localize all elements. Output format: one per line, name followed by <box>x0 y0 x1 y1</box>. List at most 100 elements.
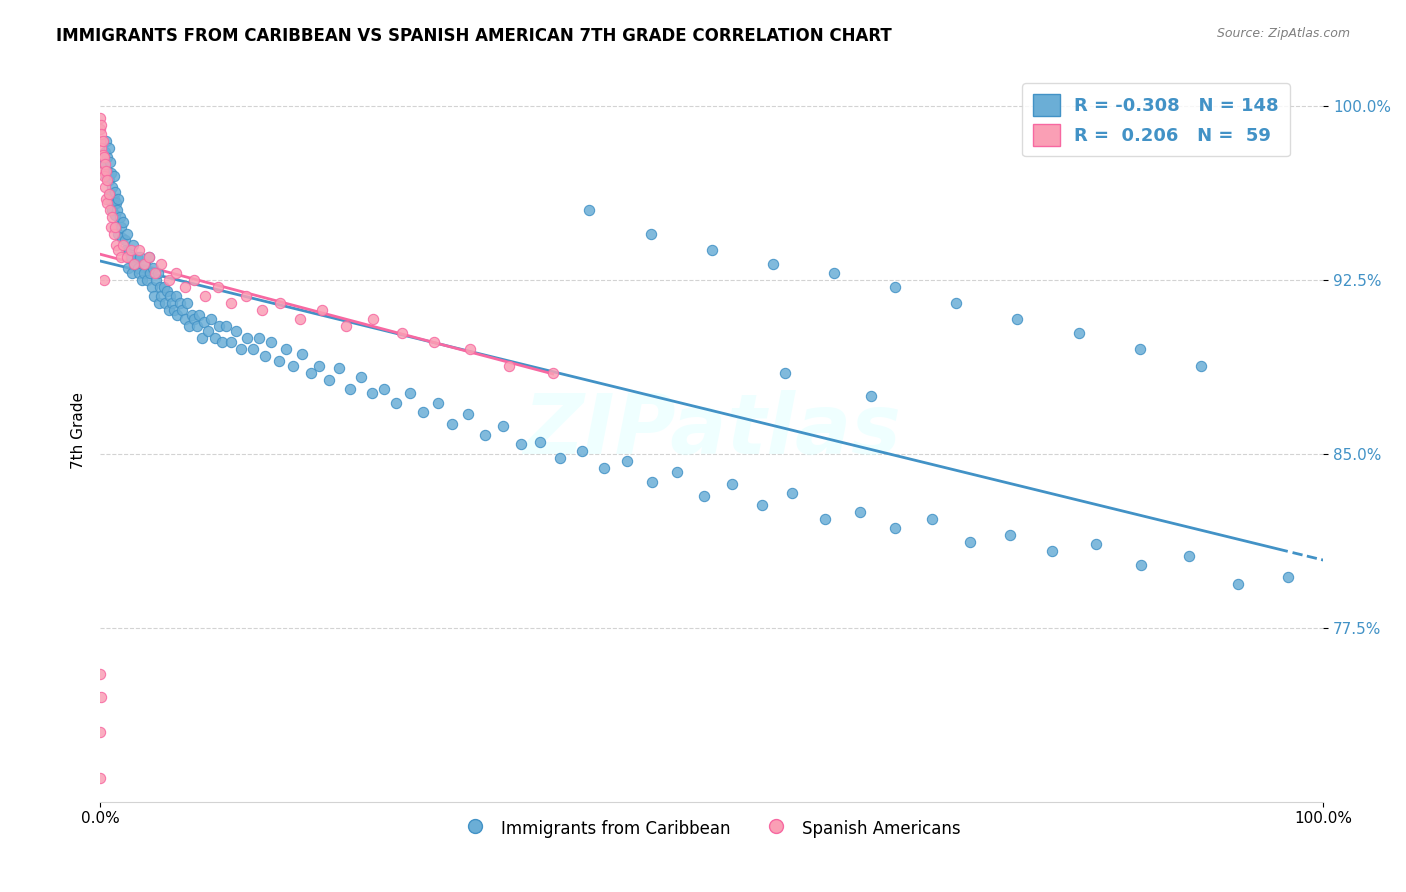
Point <box>107 227 129 241</box>
Point <box>1129 343 1152 357</box>
Point <box>945 296 967 310</box>
Point <box>267 354 290 368</box>
Point <box>105 238 128 252</box>
Point <box>180 308 202 322</box>
Point <box>541 366 564 380</box>
Point <box>247 331 270 345</box>
Point <box>782 486 804 500</box>
Point <box>200 312 222 326</box>
Point <box>89 122 111 136</box>
Point <box>219 296 242 310</box>
Point <box>108 211 131 225</box>
Point <box>173 280 195 294</box>
Point <box>640 227 662 241</box>
Point <box>114 243 136 257</box>
Point <box>176 296 198 310</box>
Point <box>124 257 146 271</box>
Point <box>96 164 118 178</box>
Point <box>921 511 943 525</box>
Point <box>423 335 446 350</box>
Point <box>96 196 118 211</box>
Point <box>91 134 114 148</box>
Point <box>260 335 283 350</box>
Point <box>498 359 520 373</box>
Point <box>548 451 571 466</box>
Point <box>1084 537 1107 551</box>
Point <box>104 185 127 199</box>
Point <box>90 127 112 141</box>
Point <box>142 261 165 276</box>
Point <box>291 347 314 361</box>
Point <box>105 196 128 211</box>
Point <box>100 166 122 180</box>
Point <box>884 280 907 294</box>
Point <box>107 192 129 206</box>
Point <box>115 250 138 264</box>
Point <box>751 498 773 512</box>
Point <box>93 150 115 164</box>
Point <box>93 169 115 183</box>
Point <box>165 266 187 280</box>
Point <box>98 187 121 202</box>
Point <box>138 250 160 264</box>
Point <box>1177 549 1199 563</box>
Point <box>773 366 796 380</box>
Point <box>127 261 149 276</box>
Point <box>179 319 201 334</box>
Point <box>96 164 118 178</box>
Point <box>269 296 291 310</box>
Point <box>97 173 120 187</box>
Point <box>157 303 180 318</box>
Point <box>103 227 125 241</box>
Point <box>93 273 115 287</box>
Point <box>165 289 187 303</box>
Point <box>236 331 259 345</box>
Point <box>509 437 531 451</box>
Point <box>215 319 238 334</box>
Point <box>1277 569 1299 583</box>
Point <box>104 208 127 222</box>
Point <box>150 257 173 271</box>
Point <box>1189 359 1212 373</box>
Point <box>188 308 211 322</box>
Point <box>225 324 247 338</box>
Point <box>91 147 114 161</box>
Point <box>571 444 593 458</box>
Point <box>148 296 170 310</box>
Point <box>128 243 150 257</box>
Point <box>135 273 157 287</box>
Point <box>94 157 117 171</box>
Point <box>156 285 179 299</box>
Point <box>96 192 118 206</box>
Point <box>335 319 357 334</box>
Point <box>111 231 134 245</box>
Point <box>152 280 174 294</box>
Point <box>350 370 373 384</box>
Point <box>96 150 118 164</box>
Point <box>89 111 111 125</box>
Point <box>142 289 165 303</box>
Point <box>700 243 723 257</box>
Point <box>412 405 434 419</box>
Point <box>441 417 464 431</box>
Point <box>318 373 340 387</box>
Point <box>150 289 173 303</box>
Point <box>391 326 413 341</box>
Point <box>593 460 616 475</box>
Text: ZIPatlas: ZIPatlas <box>523 390 901 471</box>
Point <box>157 273 180 287</box>
Point <box>190 331 212 345</box>
Point <box>211 335 233 350</box>
Point <box>208 319 231 334</box>
Point <box>339 382 361 396</box>
Point <box>89 667 111 681</box>
Point <box>169 296 191 310</box>
Point <box>100 219 122 234</box>
Point <box>146 266 169 280</box>
Point <box>1007 312 1029 326</box>
Point <box>121 266 143 280</box>
Point <box>139 266 162 280</box>
Point <box>125 250 148 264</box>
Point <box>94 180 117 194</box>
Point <box>1130 558 1153 572</box>
